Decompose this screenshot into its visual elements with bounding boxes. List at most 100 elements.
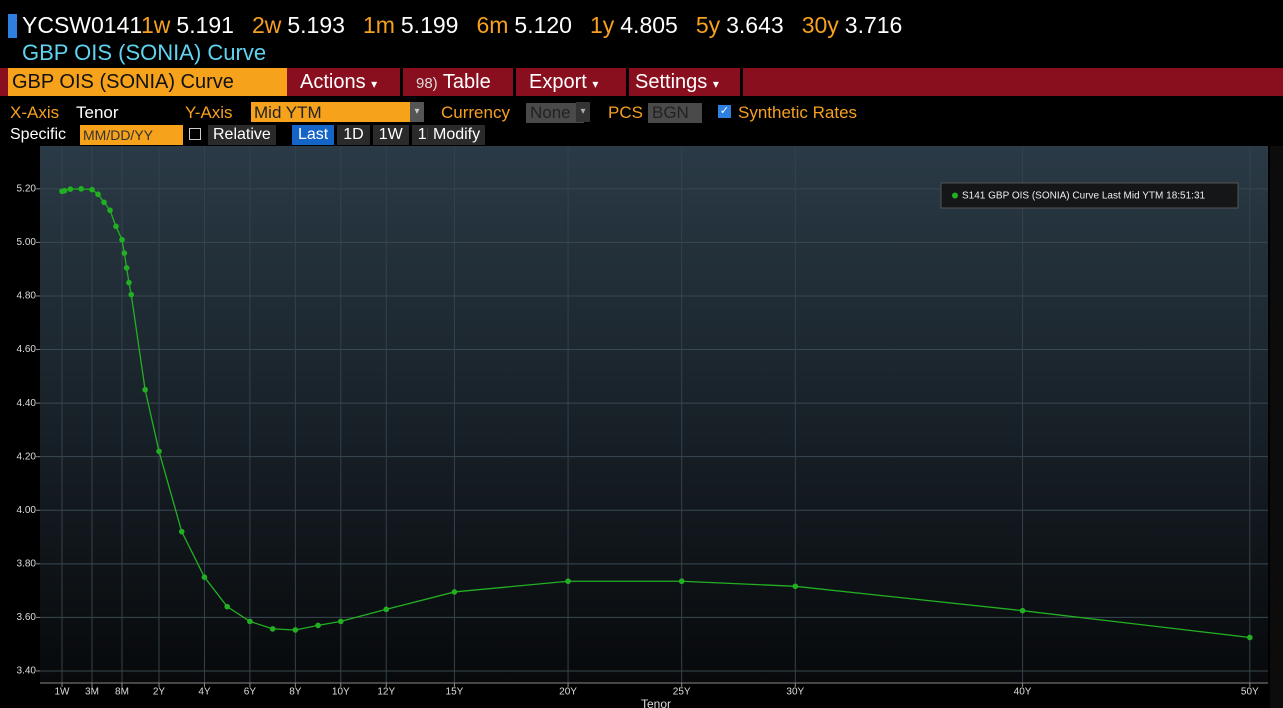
actions-label: Actions (300, 71, 366, 93)
currency-label: Currency (441, 103, 510, 122)
export-label: Export (529, 71, 587, 93)
quote-strip: 1w 5.191 2w 5.193 1m 5.199 6m 5.120 1y 4.805 5y 3.6… (141, 12, 920, 39)
separator (626, 68, 629, 96)
quote-tenor: 1w (141, 12, 171, 38)
period-button[interactable]: Last (292, 125, 335, 145)
y-tick-label: 3.80 (17, 558, 37, 569)
quote-value: 3.716 (844, 12, 903, 38)
data-point (178, 528, 185, 535)
data-point (113, 223, 119, 230)
data-point (121, 250, 128, 256)
x-axis-value[interactable]: Tenor (76, 103, 119, 122)
data-point (142, 386, 148, 393)
data-point (89, 186, 95, 193)
period-buttons: Last1D1W1M (292, 125, 446, 145)
data-point (101, 199, 107, 206)
dropdown-arrow[interactable]: ▾ (576, 102, 590, 122)
quote-tenor: 5y (695, 12, 721, 38)
x-tick-label: 12Y (377, 687, 395, 698)
actions-menu[interactable]: Actions ▾ (300, 71, 378, 93)
separator (400, 68, 403, 96)
currency-value[interactable]: None (526, 103, 584, 123)
data-point (678, 578, 685, 585)
quote-value: 4.805 (620, 12, 678, 38)
x-tick-label: 2Y (153, 687, 166, 698)
y-tick-label: 4.20 (17, 451, 37, 462)
x-tick-label: 8Y (289, 687, 302, 698)
legend-marker (952, 192, 958, 199)
pcs-value[interactable]: BGN (648, 103, 702, 123)
quote-tenor: 2w (251, 12, 282, 38)
pcs-label: PCS (608, 103, 643, 122)
data-point (156, 448, 162, 455)
y-axis-label: Y-Axis (185, 103, 233, 122)
period-button[interactable]: 1W (372, 125, 409, 145)
subtitle: GBP OIS (SONIA) Curve (22, 40, 267, 65)
x-tick-label: 30Y (786, 687, 804, 698)
relative-button[interactable]: Relative (208, 125, 276, 145)
y-tick-label: 4.60 (17, 344, 37, 355)
data-point (126, 279, 132, 286)
data-point (201, 574, 208, 581)
x-tick-label: 8M (115, 687, 129, 698)
quote-tenor: 30y (801, 12, 839, 38)
data-point (224, 603, 230, 610)
specific-label: Specific (10, 126, 67, 143)
period-button[interactable]: 1D (337, 125, 370, 145)
y-axis-value: Mid YTM (254, 103, 322, 122)
modify-button[interactable]: Modify (428, 125, 486, 145)
menu-title-box (8, 68, 287, 96)
calendar-icon[interactable] (189, 128, 201, 140)
data-point (451, 589, 458, 595)
x-tick-label: 4Y (198, 687, 211, 698)
data-point (119, 236, 125, 243)
table-code: 98) (416, 75, 438, 92)
table-menu[interactable]: 98) Table (416, 69, 491, 95)
data-point (1247, 634, 1253, 641)
settings-label: Settings (635, 71, 708, 93)
quote-value: 3.643 (726, 12, 784, 38)
export-menu[interactable]: Export ▾ (529, 71, 599, 93)
x-axis-label: X-Axis (10, 103, 60, 122)
x-tick-label: 15Y (446, 687, 464, 698)
y-tick-label: 4.80 (17, 291, 37, 302)
quote-value: 5.193 (287, 12, 345, 38)
x-tick-label: 25Y (673, 687, 691, 698)
x-axis-title: Tenor (641, 697, 671, 708)
data-point (78, 186, 84, 192)
chart: Tenor 3.40 3.60 3.80 4.00 4.20 4.40 4.60 4.80 5.… (17, 146, 1283, 708)
data-point (95, 191, 101, 198)
data-point (1019, 607, 1026, 614)
x-tick-label: 1W (55, 687, 71, 698)
quote-tenor: 1m (362, 12, 395, 38)
ticker-marker (8, 14, 17, 38)
x-tick-label: 10Y (332, 687, 350, 698)
plot-background (40, 146, 1268, 683)
data-point (315, 622, 321, 629)
data-point (247, 618, 253, 625)
data-point (383, 606, 390, 613)
scrollbar[interactable] (1270, 146, 1283, 708)
quote-value: 5.191 (176, 12, 234, 38)
data-point (565, 578, 571, 585)
data-point (107, 207, 113, 214)
legend-box (940, 182, 1239, 209)
y-axis-dropdown[interactable] (251, 102, 410, 122)
x-tick-label: 20Y (559, 687, 577, 698)
date-field[interactable]: MM/DD/YY (80, 125, 183, 145)
y-tick-label: 3.60 (17, 612, 37, 623)
dropdown-arrow[interactable]: ▾ (410, 102, 424, 122)
quote-tenor: 1y (589, 12, 615, 38)
quote-value: 5.199 (400, 12, 459, 38)
x-tick-label: 40Y (1014, 687, 1032, 698)
checkbox[interactable]: ✓ (718, 105, 731, 118)
synthetic-rates[interactable]: Synthetic Rates (738, 103, 858, 122)
data-point (123, 265, 130, 271)
y-tick-label: 3.40 (17, 666, 37, 677)
x-tick-label: 6Y (244, 687, 257, 698)
menu-title: GBP OIS (SONIA) Curve (12, 71, 234, 93)
settings-menu[interactable]: Settings ▾ (635, 71, 719, 93)
y-tick-label: 4.00 (17, 505, 37, 516)
data-point (338, 618, 344, 625)
